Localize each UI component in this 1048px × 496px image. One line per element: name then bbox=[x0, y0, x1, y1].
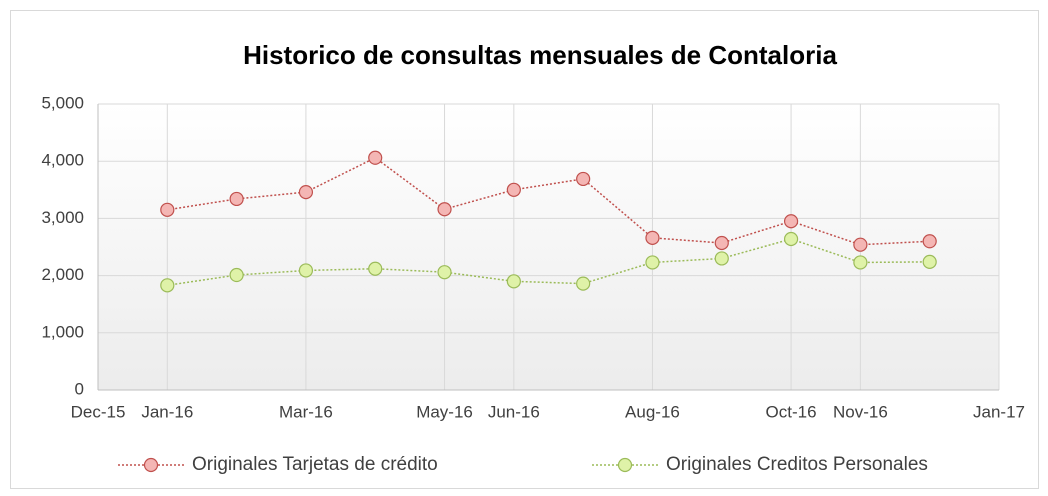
data-point bbox=[714, 235, 729, 251]
data-point bbox=[853, 255, 868, 270]
data-point bbox=[298, 263, 314, 278]
y-tick-label: 5,000 bbox=[41, 93, 84, 112]
data-point bbox=[783, 214, 799, 229]
x-tick-label: May-16 bbox=[416, 402, 473, 421]
y-tick-label: 2,000 bbox=[41, 265, 84, 284]
plot-area bbox=[98, 104, 999, 390]
x-tick-label: Jan-17 bbox=[973, 402, 1025, 421]
data-point bbox=[645, 255, 660, 270]
legend-label: Originales Creditos Personales bbox=[666, 454, 928, 475]
y-tick-label: 4,000 bbox=[41, 151, 84, 170]
data-point bbox=[783, 231, 799, 247]
data-point bbox=[645, 230, 660, 245]
data-point bbox=[160, 278, 175, 293]
y-tick-label: 3,000 bbox=[41, 208, 84, 227]
legend-marker bbox=[143, 457, 159, 473]
x-tick-label: Oct-16 bbox=[766, 402, 817, 421]
data-point bbox=[229, 267, 244, 283]
y-tick-label: 0 bbox=[75, 379, 84, 398]
x-tick-label: Jan-16 bbox=[141, 402, 193, 421]
data-point bbox=[576, 276, 591, 291]
x-tick-label: Dec-15 bbox=[71, 402, 126, 421]
data-point bbox=[437, 265, 452, 280]
x-tick-label: Jun-16 bbox=[488, 402, 540, 421]
data-point bbox=[229, 191, 244, 207]
legend-marker bbox=[617, 457, 633, 473]
legend-label: Originales Tarjetas de crédito bbox=[192, 454, 438, 475]
series-line bbox=[167, 156, 930, 246]
data-point bbox=[506, 182, 521, 197]
data-point bbox=[853, 237, 868, 252]
x-tick-label: Aug-16 bbox=[625, 402, 680, 421]
data-point bbox=[368, 150, 383, 165]
data-point bbox=[437, 202, 452, 217]
data-point bbox=[922, 254, 937, 269]
data-point bbox=[160, 202, 175, 217]
data-point bbox=[576, 171, 591, 187]
x-tick-label: Nov-16 bbox=[833, 402, 888, 421]
chart-title: Historico de consultas mensuales de Cont… bbox=[243, 40, 837, 70]
x-tick-label: Mar-16 bbox=[279, 402, 333, 421]
data-point bbox=[298, 184, 314, 200]
data-point bbox=[368, 261, 383, 276]
y-tick-label: 1,000 bbox=[41, 322, 84, 341]
data-point bbox=[922, 234, 937, 249]
data-point bbox=[714, 251, 729, 266]
data-point bbox=[506, 274, 521, 289]
